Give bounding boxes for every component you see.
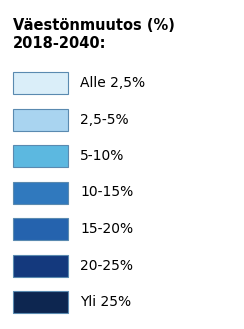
Text: 20-25%: 20-25% [80, 259, 133, 272]
Text: 15-20%: 15-20% [80, 222, 133, 236]
Bar [13, 145, 68, 167]
Bar [13, 255, 68, 276]
Bar [13, 72, 68, 94]
Bar [13, 218, 68, 240]
Bar [13, 109, 68, 131]
Text: Yli 25%: Yli 25% [80, 295, 131, 309]
Text: 10-15%: 10-15% [80, 186, 133, 199]
Text: 5-10%: 5-10% [80, 149, 124, 163]
Bar [13, 291, 68, 313]
Text: Alle 2,5%: Alle 2,5% [80, 76, 145, 90]
Text: 2,5-5%: 2,5-5% [80, 113, 129, 126]
Text: 2018-2040:: 2018-2040: [13, 36, 106, 51]
Bar [13, 182, 68, 204]
Text: Väestönmuutos (%): Väestönmuutos (%) [13, 18, 175, 33]
